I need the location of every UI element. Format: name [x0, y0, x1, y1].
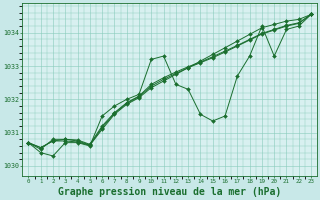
X-axis label: Graphe pression niveau de la mer (hPa): Graphe pression niveau de la mer (hPa) [58, 187, 281, 197]
